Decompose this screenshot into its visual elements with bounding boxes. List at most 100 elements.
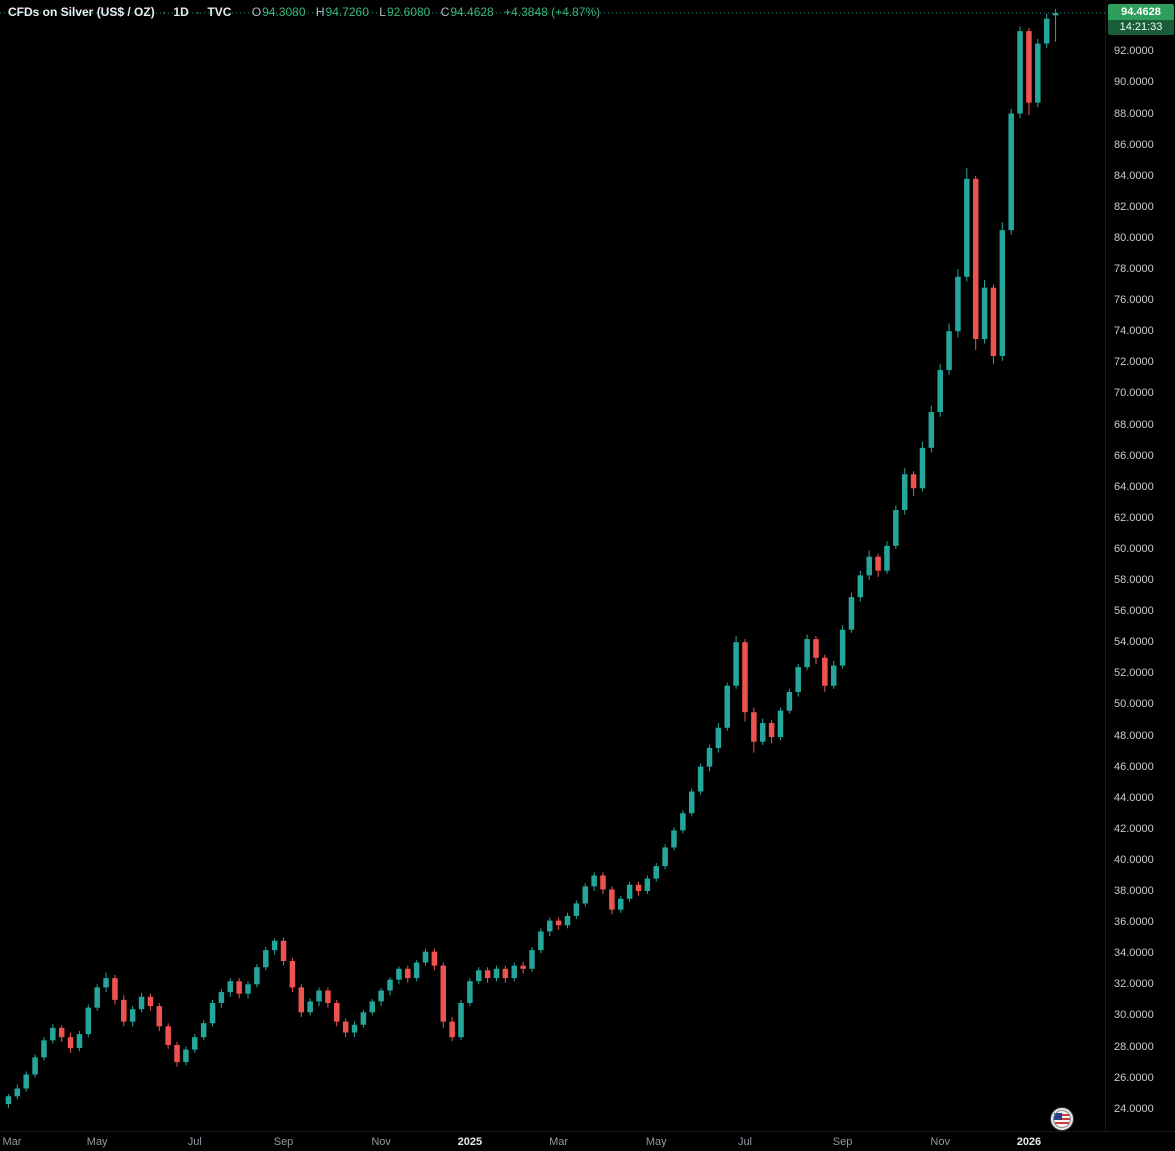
- candle-body: [972, 178, 979, 339]
- low-label: L: [379, 5, 386, 19]
- candle-body: [786, 691, 793, 711]
- price-axis-label: 40.0000: [1114, 853, 1154, 866]
- price-axis-label: 38.0000: [1114, 885, 1154, 897]
- candle-body: [147, 996, 154, 1007]
- price-axis-label: 62.0000: [1114, 511, 1154, 524]
- candle-body: [183, 1049, 189, 1063]
- candle-body: [449, 1021, 455, 1038]
- time-axis-month-label: Jul: [737, 1136, 752, 1148]
- candle-body: [955, 276, 961, 332]
- time-scale[interactable]: Mar May Jul Sep Nov 2025 Mar May Jul Sep Nov 2026: [0, 1131, 1175, 1151]
- candle-body: [884, 545, 890, 571]
- candle-body: [715, 727, 722, 748]
- candle-body: [334, 1002, 340, 1022]
- candle-body: [227, 981, 234, 993]
- candle-body: [174, 1044, 180, 1063]
- candle-body: [910, 474, 917, 489]
- candle-body: [777, 710, 784, 738]
- candle-body: [156, 1006, 163, 1027]
- candle-body: [981, 287, 988, 339]
- symbol-title[interactable]: CFDs on Silver (US$ / OZ): [8, 5, 155, 19]
- candle-body: [919, 447, 926, 489]
- close-value: 94.4628: [450, 5, 494, 19]
- candle-body: [538, 931, 544, 951]
- candle-body: [342, 1021, 349, 1033]
- price-axis-label: 30.0000: [1114, 1009, 1154, 1022]
- legend-separator: ·: [196, 5, 201, 19]
- price-axis-label: 88.0000: [1114, 107, 1154, 120]
- current-price-badge: 94.4628 14:21:33: [1108, 4, 1174, 36]
- candle-body: [263, 950, 269, 968]
- change-value: +4.3848 (+4.87%): [504, 5, 601, 19]
- candle-body: [546, 920, 553, 932]
- price-axis-label: 58.0000: [1114, 574, 1154, 586]
- candle-body: [573, 903, 580, 916]
- price-axis-label: 82.0000: [1114, 200, 1154, 213]
- price-axis-label: 28.0000: [1114, 1040, 1154, 1053]
- candle-body: [520, 965, 526, 969]
- candle-body: [41, 1040, 47, 1058]
- candle-body: [759, 723, 766, 742]
- candle-body: [742, 642, 748, 713]
- candle-body: [14, 1088, 21, 1097]
- candle-body: [129, 1009, 136, 1022]
- candle-body: [635, 884, 642, 892]
- time-axis-month-label: Sep: [273, 1136, 294, 1148]
- interval-label[interactable]: 1D: [173, 5, 189, 19]
- candle-body: [298, 987, 305, 1013]
- low-value: 92.6080: [386, 5, 431, 19]
- candle-body: [289, 960, 296, 988]
- candle-body: [32, 1057, 38, 1075]
- candle-body: [236, 981, 242, 994]
- time-axis-month-label: May: [645, 1136, 667, 1148]
- broker-logo-icon[interactable]: [1050, 1107, 1074, 1131]
- open-value: 94.3080: [262, 5, 306, 19]
- candle-body: [600, 875, 606, 890]
- candle-body: [192, 1037, 198, 1050]
- candle-body: [271, 940, 278, 951]
- candle-body: [431, 951, 438, 966]
- candle-body: [804, 639, 810, 668]
- high-value: 94.7260: [325, 5, 369, 19]
- candle-body: [50, 1027, 56, 1041]
- price-axis-label: 34.0000: [1114, 947, 1154, 960]
- candle-body: [467, 981, 473, 1003]
- time-axis-year-label: 2025: [457, 1136, 483, 1148]
- price-scale[interactable]: 94.4628 14:21:33 92.0000 90.0000 88.0000 86…: [1105, 0, 1175, 1131]
- candle-body: [23, 1074, 29, 1089]
- candle-body: [200, 1023, 207, 1038]
- flag-roundel-icon: [1053, 1110, 1071, 1128]
- candle-body: [751, 712, 757, 742]
- price-axis-label: 72.0000: [1114, 356, 1154, 369]
- candle-body: [476, 970, 482, 982]
- candle-body: [218, 992, 225, 1003]
- ohlc-readout: O94.3080 H94.7260 L92.6080 C94.4628 +4.3…: [245, 5, 600, 19]
- candle-body: [990, 287, 997, 357]
- candle-body: [138, 996, 145, 1010]
- price-axis-label: 70.0000: [1114, 387, 1154, 400]
- candle-body: [795, 667, 801, 692]
- candle-body: [85, 1007, 92, 1035]
- candle-body: [511, 965, 518, 979]
- time-axis-month-label: May: [86, 1136, 108, 1148]
- candlestick-chart[interactable]: [0, 0, 1105, 1131]
- candle-body: [165, 1026, 171, 1045]
- time-axis-month-label: Mar: [549, 1136, 569, 1148]
- price-axis-label: 60.0000: [1114, 542, 1154, 555]
- price-axis-label: 68.0000: [1114, 418, 1154, 431]
- candle-body: [609, 889, 615, 910]
- candle-body: [875, 556, 881, 571]
- high-label: H: [315, 5, 325, 19]
- candle-body: [254, 967, 260, 985]
- candle-body: [822, 657, 828, 686]
- price-axis-label: 78.0000: [1114, 263, 1154, 275]
- price-axis-label: 92.0000: [1114, 45, 1154, 58]
- candle-body: [555, 920, 562, 926]
- candle-body: [360, 1012, 367, 1025]
- candle-body: [484, 970, 491, 979]
- price-axis-label: 56.0000: [1114, 605, 1154, 618]
- candle-body: [458, 1002, 464, 1038]
- price-axis-label: 32.0000: [1114, 978, 1154, 991]
- candle-body: [839, 629, 846, 666]
